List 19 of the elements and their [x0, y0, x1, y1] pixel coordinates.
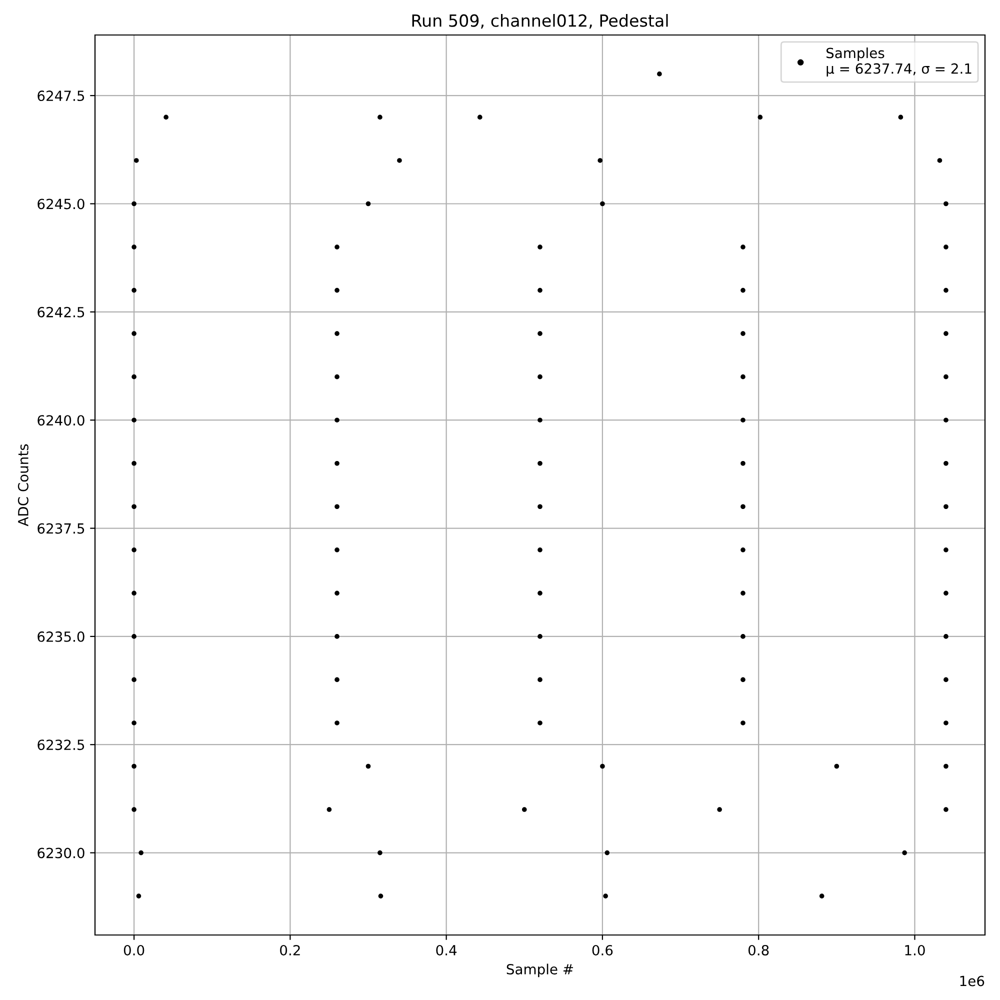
y-tick-label: 6232.5 [38, 740, 84, 750]
x-tick-label: 0.6 [592, 944, 613, 956]
y-tick-label: 6242.5 [38, 306, 84, 318]
x-axis-title: Sample # [506, 964, 573, 978]
y-tick-label: 6235.0 [38, 631, 84, 642]
y-tick-label: 6247.5 [38, 90, 84, 102]
x-tick-label: 0.4 [436, 944, 457, 956]
x-tick-label: 0.2 [280, 944, 300, 956]
x-tick-label: 0.0 [124, 944, 144, 956]
chart-title: Run 509, channel012, Pedestal [412, 14, 668, 29]
y-axis-title: ADC Counts [18, 444, 28, 526]
y-tick-label: 6237.5 [38, 523, 84, 534]
text: 1e6 [960, 976, 984, 986]
y-tick-label: 6230.0 [38, 848, 84, 858]
x-tick-label: 1.0 [905, 944, 925, 956]
legend-label: Samples μ = 6237.74, σ = 2.1 [826, 48, 972, 76]
x-tick-label: 0.8 [748, 944, 769, 956]
y-tick-label: 6240.0 [38, 415, 84, 426]
y-tick-label: 6245.0 [38, 198, 84, 210]
